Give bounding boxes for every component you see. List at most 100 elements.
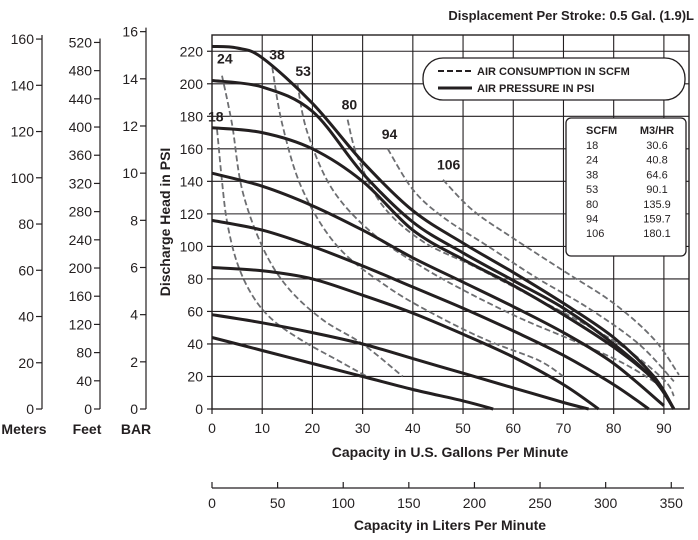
x-tick-label: 90: [656, 420, 672, 436]
air-pressure-line: [211, 171, 665, 407]
aux-axis-title: BAR: [121, 421, 151, 437]
y-tick-label: 220: [180, 43, 204, 59]
table-cell-scfm: 18: [586, 140, 598, 152]
table-cell-m3hr: 159.7: [643, 214, 671, 226]
x-axis-gpm: 0 10 20 30 40 50 60 70 80 90: [208, 409, 672, 436]
aux-tick-label: 20: [18, 355, 34, 371]
x-tick-label: 10: [254, 420, 270, 436]
x-tick-label: 30: [355, 420, 371, 436]
air-consumption-labels: 18 24 38 53 80 94 106: [208, 47, 461, 173]
y-tick-label: 40: [187, 336, 203, 352]
y-tick-label: 60: [187, 303, 203, 319]
x2-tick-label: 350: [660, 495, 684, 511]
air-consumption-line: [386, 148, 675, 383]
y-tick-label: 80: [187, 271, 203, 287]
x-tick-label: 80: [606, 420, 622, 436]
table-cell-m3hr: 30.6: [646, 140, 667, 152]
table-cell-scfm: 24: [586, 155, 598, 167]
air-consumption-label: 24: [217, 51, 233, 67]
aux-tick-label: 14: [122, 71, 138, 87]
chart-title: Displacement Per Stroke: 0.5 Gal. (1.9)L: [448, 8, 694, 23]
aux-tick-label: 0: [26, 401, 34, 417]
air-consumption-label: 38: [269, 47, 285, 63]
table-cell-scfm: 53: [586, 184, 598, 196]
table-cell-m3hr: 90.1: [646, 184, 667, 196]
aux-tick-label: 0: [130, 401, 138, 417]
aux-tick-label: 100: [11, 170, 35, 186]
table-cell-m3hr: 135.9: [643, 199, 671, 211]
table-header-scfm: SCFM: [586, 125, 617, 137]
aux-tick-label: 480: [69, 63, 93, 79]
x-tick-label: 60: [505, 420, 521, 436]
y-tick-label: 160: [180, 141, 204, 157]
x2-tick-label: 250: [528, 495, 552, 511]
aux-tick-label: 240: [69, 232, 93, 248]
air-consumption-line: [271, 67, 565, 378]
aux-tick-label: 0: [84, 401, 92, 417]
x2-tick-label: 200: [463, 495, 487, 511]
air-consumption-label: 18: [208, 108, 224, 124]
y-tick-label: 200: [180, 76, 204, 92]
x2-tick-label: 150: [397, 495, 421, 511]
auxiliary-axes: 020406080100120140160Meters0408012016020…: [1, 24, 151, 437]
table-header-m3hr: M3/HR: [640, 125, 674, 137]
aux-tick-label: 80: [18, 216, 34, 232]
legend-box: [422, 57, 686, 101]
table-cell-scfm: 80: [586, 199, 598, 211]
aux-tick-label: 2: [130, 354, 138, 370]
x-tick-label: 40: [405, 420, 421, 436]
aux-tick-label: 40: [18, 309, 34, 325]
legend-solid-label: AIR PRESSURE IN PSI: [477, 83, 594, 95]
aux-tick-label: 120: [11, 124, 35, 140]
aux-tick-label: 120: [69, 316, 93, 332]
air-consumption-line: [296, 83, 665, 389]
table-cell-scfm: 106: [586, 228, 604, 240]
x2-tick-label: 100: [332, 495, 356, 511]
x-tick-label: 0: [208, 420, 216, 436]
x-tick-label: 20: [305, 420, 321, 436]
air-pressure-line: [211, 44, 676, 410]
aux-tick-label: 160: [69, 288, 93, 304]
y-tick-label: 140: [180, 173, 204, 189]
aux-tick-label: 280: [69, 204, 93, 220]
aux-tick-label: 140: [11, 77, 35, 93]
table-cell-m3hr: 64.6: [646, 169, 667, 181]
x-tick-label: 70: [556, 420, 572, 436]
table-cell-scfm: 94: [586, 214, 598, 226]
x-axis-label: Capacity in U.S. Gallons Per Minute: [332, 444, 569, 460]
aux-tick-label: 10: [122, 165, 138, 181]
aux-tick-label: 12: [122, 118, 138, 134]
table-cell-m3hr: 40.8: [646, 155, 667, 167]
table-cell-m3hr: 180.1: [643, 228, 671, 240]
legend: AIR CONSUMPTION IN SCFM AIR PRESSURE IN …: [422, 57, 686, 101]
air-consumption-label: 106: [437, 157, 461, 173]
air-pressure-line: [211, 336, 494, 411]
aux-tick-label: 16: [122, 24, 138, 40]
aux-tick-label: 60: [18, 262, 34, 278]
aux-tick-label: 320: [69, 175, 93, 191]
y-tick-label: 180: [180, 108, 204, 124]
y-axis-psi: 0 20 40 60 80 100 120 140 160 180 200 220: [180, 43, 212, 417]
air-consumption-label: 94: [382, 126, 398, 142]
aux-tick-label: 360: [69, 147, 93, 163]
y-axis-label: Discharge Head in PSI: [157, 148, 173, 297]
y-tick-label: 100: [180, 238, 204, 254]
air-consumption-label: 53: [295, 63, 311, 79]
y-tick-label: 0: [195, 401, 203, 417]
conversion-table-box: [565, 117, 687, 257]
x2-tick-label: 50: [270, 495, 286, 511]
air-consumption-line: [442, 179, 680, 376]
scfm-conversion-table: SCFM M3/HR 18 30.6 24 40.8 38 64.6 53 90.1 80 135…: [565, 117, 687, 257]
air-consumption-label: 80: [342, 97, 358, 113]
table-cell-scfm: 38: [586, 169, 598, 181]
legend-dashed-label: AIR CONSUMPTION IN SCFM: [477, 66, 630, 78]
air-pressure-line: [211, 313, 589, 411]
aux-tick-label: 440: [69, 91, 93, 107]
aux-tick-label: 160: [11, 31, 35, 47]
y-tick-label: 20: [187, 368, 203, 384]
x-axis-lpm: 0 50 100 150 200 250 300 350: [208, 482, 684, 511]
y-tick-label: 120: [180, 206, 204, 222]
air-pressure-line: [211, 266, 600, 411]
plot-frame: [211, 34, 690, 410]
